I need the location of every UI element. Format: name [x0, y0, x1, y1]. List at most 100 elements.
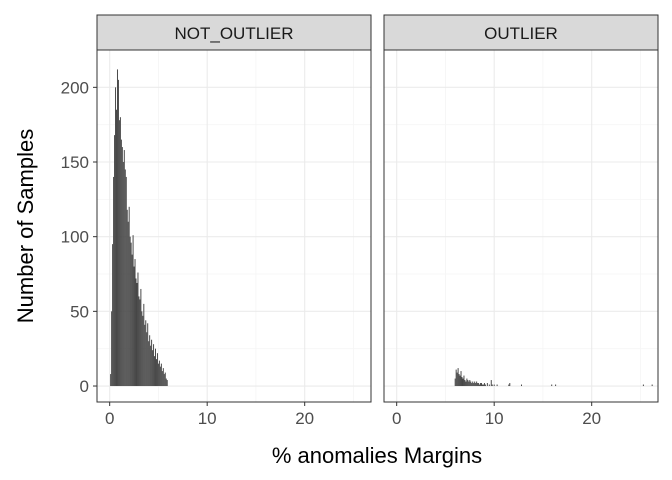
histogram-bar: [457, 368, 459, 387]
left-strip: [96, 14, 372, 51]
histogram-bar: [126, 209, 128, 387]
histogram-bar: [141, 311, 143, 387]
histogram-bar: [152, 350, 154, 387]
histogram-bar: [148, 341, 150, 387]
histogram-bar: [134, 259, 136, 387]
x-axis: 0 10 20 0 10 20: [105, 402, 601, 428]
histogram-bar: [115, 87, 117, 387]
histogram-bar: [130, 242, 132, 387]
histogram-bar: [137, 272, 139, 387]
histogram-bar: [460, 371, 462, 387]
y-axis: 0 50 100 150 200: [61, 78, 97, 396]
histogram-bar: [133, 266, 135, 387]
histogram-bar: [651, 384, 653, 387]
histogram-bar: [475, 383, 477, 387]
histogram-bar: [484, 384, 486, 387]
histogram-bar: [479, 384, 481, 387]
y-axis-title: Number of Samples: [13, 129, 38, 323]
histogram-bar: [474, 381, 476, 387]
histogram-bar: [468, 381, 470, 387]
histogram-bar: [116, 69, 118, 387]
histogram-bar: [486, 383, 488, 387]
histogram-bar: [496, 384, 498, 387]
x-tick-label: 10: [198, 409, 217, 428]
histogram-bar: [454, 378, 456, 387]
histogram-bar: [150, 345, 152, 387]
x-tick-label: 20: [582, 409, 601, 428]
y-tick-label: 150: [61, 153, 89, 172]
right-strip-label: OUTLIER: [484, 24, 558, 43]
histogram-bar: [482, 384, 484, 387]
y-tick-label: 200: [61, 78, 89, 97]
histogram-bar: [164, 372, 166, 387]
histogram-bar: [125, 176, 127, 387]
histogram-bar: [153, 344, 155, 387]
x-tick-label: 10: [485, 409, 504, 428]
histogram-bar: [110, 374, 112, 387]
histogram-bar: [466, 378, 468, 387]
histogram-bar: [160, 363, 162, 387]
histogram-bar: [459, 375, 461, 387]
histogram-bar: [139, 299, 141, 387]
histogram-bar: [461, 377, 463, 387]
histogram-bar: [471, 383, 473, 387]
histogram-bar: [144, 324, 146, 387]
histogram-bar: [124, 169, 126, 387]
histogram-bar: [119, 117, 121, 387]
histogram-bar: [467, 380, 469, 387]
histogram-bar: [478, 383, 480, 387]
x-tick-label: 20: [295, 409, 314, 428]
histogram-bar: [146, 332, 148, 387]
histogram-bar: [142, 315, 144, 387]
histogram-bar: [470, 381, 472, 387]
histogram-bar: [166, 380, 168, 387]
histogram-bar: [480, 383, 482, 387]
histogram-bar: [145, 320, 147, 387]
histogram-bar: [159, 366, 161, 387]
histogram-bar: [473, 383, 475, 387]
left-strip-label: NOT_OUTLIER: [174, 24, 293, 43]
histogram-bar: [118, 120, 120, 387]
histogram-bar: [465, 381, 467, 387]
histogram-bar: [135, 278, 137, 387]
histogram-bar: [147, 323, 149, 387]
histogram-bar: [114, 135, 116, 387]
histogram-bar: [154, 356, 156, 387]
histogram-bar: [555, 384, 557, 387]
histogram-bar: [163, 374, 165, 387]
histogram-bar: [472, 381, 474, 387]
histogram-bar: [483, 383, 485, 387]
histogram-bar: [122, 162, 124, 387]
histogram-bar: [157, 363, 159, 387]
histogram-bar: [151, 339, 153, 387]
histogram-bar: [113, 176, 115, 387]
y-tick-label: 0: [80, 377, 89, 396]
histogram-bar: [155, 348, 156, 387]
x-tick-label: 0: [392, 409, 401, 428]
x-axis-title: % anomalies Margins: [272, 443, 482, 468]
histogram-bar: [462, 378, 464, 387]
histogram-bar: [149, 335, 151, 387]
histogram-bar: [476, 381, 478, 387]
histogram-bar: [111, 311, 113, 387]
histogram-bar: [138, 296, 140, 387]
histogram-bar: [481, 383, 482, 387]
histogram-bar: [117, 79, 119, 387]
right-strip: [383, 14, 659, 51]
histogram-bar: [116, 109, 117, 387]
y-tick-label: 100: [61, 228, 89, 247]
histogram-bar: [509, 383, 511, 387]
panel-background: [384, 50, 658, 402]
histogram-bar: [477, 383, 479, 387]
histogram-bar: [642, 384, 644, 387]
facet-panel-right: OUTLIER: [383, 14, 659, 403]
histogram-bar: [455, 369, 457, 387]
histogram-bar: [493, 384, 495, 387]
histogram-bar: [488, 384, 490, 387]
left-bars: [110, 69, 168, 387]
histogram-bar: [131, 254, 133, 387]
histogram-bar: [464, 380, 466, 387]
histogram-bar: [140, 288, 142, 387]
histogram-bar: [161, 371, 163, 387]
